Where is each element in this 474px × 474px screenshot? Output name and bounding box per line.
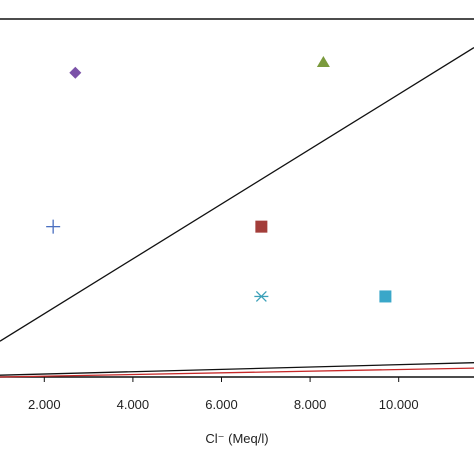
x-axis-ticks: 2.000 4.000 6.000 8.000 10.000 [28, 377, 419, 412]
trend-lines [0, 47, 474, 378]
data-point-triangle [316, 55, 330, 67]
x-tick-label: 2.000 [28, 397, 61, 412]
trend-line [0, 47, 474, 342]
data-point-square [255, 220, 268, 233]
trend-line [0, 367, 474, 378]
x-tick-label: 4.000 [117, 397, 150, 412]
data-point-diamond [69, 66, 82, 79]
x-tick-label: 8.000 [294, 397, 327, 412]
data-point-plus [46, 219, 61, 234]
x-tick-label: 10.000 [379, 397, 419, 412]
x-tick-label: 6.000 [205, 397, 238, 412]
data-points [46, 55, 392, 303]
trend-line [0, 362, 474, 376]
data-point-asterisk [254, 290, 269, 302]
x-axis-title: Cl⁻ (Meq/l) [205, 431, 268, 446]
data-point-square [379, 290, 392, 303]
